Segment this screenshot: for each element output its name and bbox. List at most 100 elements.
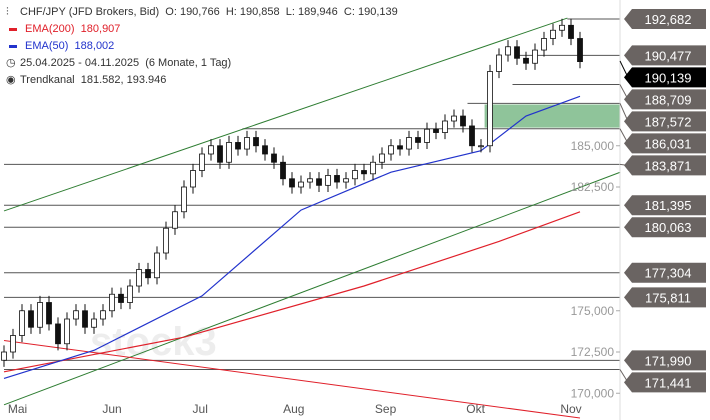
price-label-box bbox=[624, 89, 706, 110]
candle bbox=[352, 170, 358, 180]
candle bbox=[424, 128, 430, 143]
candle bbox=[316, 178, 322, 186]
target-icon: ◉ bbox=[6, 74, 16, 86]
price-label: 181,395 bbox=[645, 198, 692, 213]
candle bbox=[253, 137, 259, 147]
candle bbox=[271, 153, 277, 163]
candle bbox=[109, 293, 115, 312]
open-value: O: 190,766 bbox=[165, 6, 220, 18]
candle bbox=[55, 323, 61, 345]
candle bbox=[514, 46, 520, 59]
candle bbox=[361, 170, 367, 175]
candle bbox=[379, 153, 385, 163]
candle bbox=[469, 125, 475, 147]
candle bbox=[433, 128, 439, 133]
trendkanal-value: 181.582, 193.946 bbox=[80, 74, 167, 86]
price-label-box bbox=[624, 262, 706, 283]
price-label: 183,871 bbox=[645, 158, 692, 173]
price-label: 177,304 bbox=[645, 266, 692, 281]
x-tick-label: Mai bbox=[8, 402, 27, 416]
x-tick-label: Nov bbox=[560, 402, 581, 416]
low-value: L: 189,946 bbox=[285, 6, 338, 18]
candle bbox=[460, 115, 466, 127]
ema200-value: 180,907 bbox=[80, 23, 121, 35]
price-label-box bbox=[624, 195, 706, 216]
candle bbox=[199, 153, 205, 171]
candle bbox=[442, 120, 448, 133]
candle bbox=[325, 175, 331, 186]
price-label-box bbox=[624, 9, 706, 29]
candle bbox=[181, 186, 187, 213]
candle bbox=[163, 227, 169, 254]
candle bbox=[523, 57, 529, 64]
trendline-lower-channel bbox=[3, 171, 621, 406]
candle bbox=[388, 145, 394, 155]
price-label: 187,572 bbox=[645, 114, 692, 129]
candle bbox=[307, 178, 313, 183]
price-label-box bbox=[624, 133, 706, 154]
candlestick-icon: ⫶ bbox=[6, 6, 9, 18]
price-label: 188,709 bbox=[645, 92, 692, 107]
candle bbox=[226, 142, 232, 163]
price-label-box bbox=[624, 111, 706, 132]
price-label: 190,477 bbox=[645, 48, 692, 63]
ema50-value: 188,002 bbox=[74, 40, 115, 52]
x-tick-label: Jul bbox=[193, 402, 208, 416]
ema50-label: EMA(50) bbox=[25, 40, 69, 52]
candle bbox=[280, 161, 286, 180]
price-label-box bbox=[624, 372, 706, 393]
candle bbox=[28, 310, 34, 328]
price-label-box bbox=[624, 155, 706, 176]
candle bbox=[334, 175, 340, 183]
clock-icon: ◷ bbox=[6, 57, 16, 69]
candle bbox=[190, 170, 196, 188]
price-label: 175,811 bbox=[645, 290, 691, 305]
candle bbox=[559, 24, 565, 31]
candle bbox=[118, 293, 124, 303]
trendkanal-label: Trendkanal bbox=[20, 74, 75, 86]
close-value: C: 190,139 bbox=[343, 6, 398, 18]
candle bbox=[136, 269, 142, 287]
price-label: 186,031 bbox=[645, 136, 692, 151]
price-label: 190,139 bbox=[645, 70, 692, 85]
candle bbox=[1, 351, 7, 361]
candle bbox=[37, 302, 43, 328]
legend: ⫶ CHF/JPY (JFD Brokers, Bid) O: 190,766 … bbox=[6, 4, 398, 89]
candle bbox=[406, 137, 412, 150]
date-range: 25.04.2025 - 04.11.2025 bbox=[20, 57, 140, 69]
x-tick-label: Jun bbox=[102, 402, 121, 416]
candle bbox=[451, 115, 457, 122]
candle bbox=[262, 145, 268, 155]
y-tick-label: 185,000 bbox=[571, 139, 615, 153]
candle bbox=[343, 178, 349, 183]
y-tick-label: 170,000 bbox=[571, 386, 615, 400]
symbol: CHF/JPY (JFD Brokers, Bid) bbox=[20, 6, 160, 18]
candle bbox=[415, 137, 421, 143]
candle bbox=[127, 285, 133, 303]
price-label: 192,682 bbox=[645, 12, 692, 27]
candle bbox=[541, 38, 547, 51]
candle bbox=[289, 178, 295, 188]
candle bbox=[244, 137, 250, 150]
candle bbox=[172, 211, 178, 229]
candle bbox=[46, 302, 52, 325]
candle bbox=[217, 145, 223, 163]
candle bbox=[91, 318, 97, 328]
candle bbox=[532, 49, 538, 64]
candle bbox=[550, 29, 556, 39]
candle bbox=[298, 181, 304, 188]
candle bbox=[397, 145, 403, 150]
candle bbox=[64, 318, 70, 345]
price-label: 171,990 bbox=[645, 353, 692, 368]
ema200-swatch-icon bbox=[9, 28, 17, 31]
ema50-line bbox=[3, 95, 581, 379]
x-tick-label: Okt bbox=[466, 402, 485, 416]
candle bbox=[235, 142, 241, 150]
candle bbox=[73, 310, 79, 320]
watermark: stock3 bbox=[90, 320, 217, 364]
x-tick-label: Sep bbox=[375, 402, 397, 416]
price-label-box bbox=[624, 350, 706, 371]
candle bbox=[505, 46, 511, 56]
price-label: 180,063 bbox=[645, 220, 692, 235]
